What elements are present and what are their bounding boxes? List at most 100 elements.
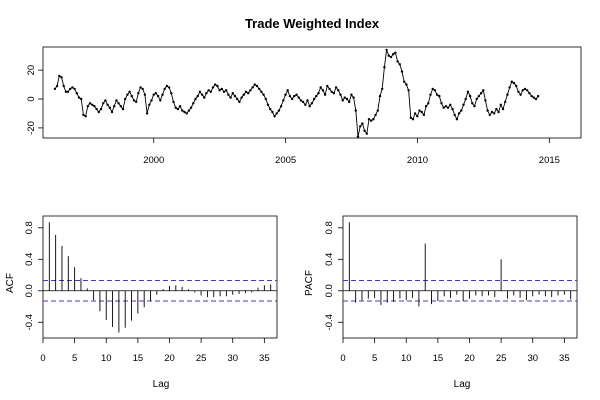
- data-point: [236, 97, 239, 101]
- data-point: [207, 89, 210, 92]
- data-point: [192, 102, 195, 105]
- data-point: [523, 87, 527, 91]
- acf-x-tick-label: 20: [164, 353, 175, 364]
- data-point: [165, 84, 169, 88]
- data-point: [84, 115, 87, 118]
- data-point: [312, 97, 316, 101]
- data-point: [95, 107, 98, 111]
- data-point: [334, 86, 338, 89]
- pacf-panel: PACF Lag 0 5 10 15 20 25 30 35 -0.4 0.0 0.4 0.8: [304, 215, 578, 390]
- data-point: [229, 96, 232, 99]
- data-point: [359, 125, 362, 128]
- data-point: [200, 93, 204, 96]
- acf-x-tick-label: 25: [196, 353, 207, 364]
- data-point: [332, 92, 336, 95]
- data-point: [506, 93, 509, 96]
- data-point: [526, 89, 529, 92]
- data-point: [172, 100, 175, 104]
- data-point: [376, 109, 379, 112]
- data-point: [475, 97, 478, 101]
- data-point: [508, 86, 511, 89]
- data-point: [55, 84, 59, 88]
- data-point: [403, 80, 406, 83]
- data-point: [161, 93, 164, 96]
- y-tick-label: -20: [26, 121, 37, 135]
- data-point: [367, 118, 371, 121]
- acf-x-tick-label: 10: [101, 353, 112, 364]
- acf-y-axis-label: ACF: [5, 273, 16, 293]
- data-point: [119, 105, 123, 108]
- data-point: [473, 105, 476, 108]
- data-point: [354, 109, 357, 112]
- data-point: [266, 103, 270, 107]
- data-point: [381, 87, 384, 91]
- data-point: [277, 109, 281, 112]
- data-point: [282, 99, 285, 102]
- data-point: [253, 83, 256, 86]
- data-point: [205, 92, 208, 95]
- data-point: [299, 99, 303, 102]
- data-point: [249, 89, 252, 92]
- data-point: [326, 84, 329, 88]
- data-point: [108, 106, 112, 109]
- data-point: [88, 102, 92, 105]
- data-point: [218, 89, 221, 92]
- data-point: [262, 93, 265, 96]
- data-point: [130, 94, 133, 98]
- data-point: [409, 116, 412, 120]
- data-point: [440, 102, 443, 105]
- x-tick-label: 2005: [275, 155, 296, 166]
- data-point: [128, 90, 131, 94]
- data-point: [416, 115, 419, 118]
- data-point: [115, 99, 118, 102]
- data-point: [102, 102, 105, 105]
- data-point: [82, 113, 85, 117]
- data-point: [499, 103, 502, 107]
- acf-x-tick-label: 5: [72, 353, 77, 364]
- data-point: [431, 87, 434, 91]
- data-point: [306, 99, 309, 102]
- data-point: [323, 93, 327, 96]
- data-point: [392, 53, 395, 56]
- data-point: [537, 94, 540, 98]
- data-point: [413, 112, 417, 115]
- data-point: [361, 122, 364, 125]
- data-point: [174, 106, 177, 109]
- data-point: [178, 105, 182, 108]
- data-point: [442, 106, 445, 109]
- data-point: [534, 97, 538, 101]
- data-point: [370, 119, 373, 122]
- data-point: [284, 93, 287, 96]
- data-point: [170, 92, 173, 95]
- data-point: [290, 97, 294, 101]
- data-point: [269, 107, 272, 111]
- data-point: [117, 102, 120, 105]
- data-point: [159, 99, 162, 102]
- data-point: [389, 55, 393, 59]
- data-point: [66, 90, 70, 94]
- data-point: [156, 94, 160, 98]
- acf-plot-frame: [42, 215, 278, 339]
- pacf-x-tick-label: 35: [559, 353, 570, 364]
- data-point: [273, 115, 276, 118]
- acf-x-tick-label: 0: [40, 353, 45, 364]
- data-point: [532, 96, 535, 99]
- data-point: [319, 86, 322, 89]
- data-point: [372, 118, 375, 121]
- data-point: [220, 87, 223, 91]
- data-point: [486, 109, 489, 112]
- data-point: [288, 94, 292, 98]
- data-point: [517, 90, 520, 94]
- data-point: [93, 105, 96, 108]
- data-point: [348, 100, 351, 104]
- data-point: [99, 107, 103, 111]
- data-point: [216, 84, 219, 88]
- data-point: [411, 118, 415, 121]
- data-point: [260, 90, 263, 94]
- data-point: [394, 51, 397, 54]
- data-point: [279, 105, 283, 108]
- data-point: [80, 97, 83, 101]
- data-point: [152, 93, 155, 96]
- data-point: [75, 92, 79, 95]
